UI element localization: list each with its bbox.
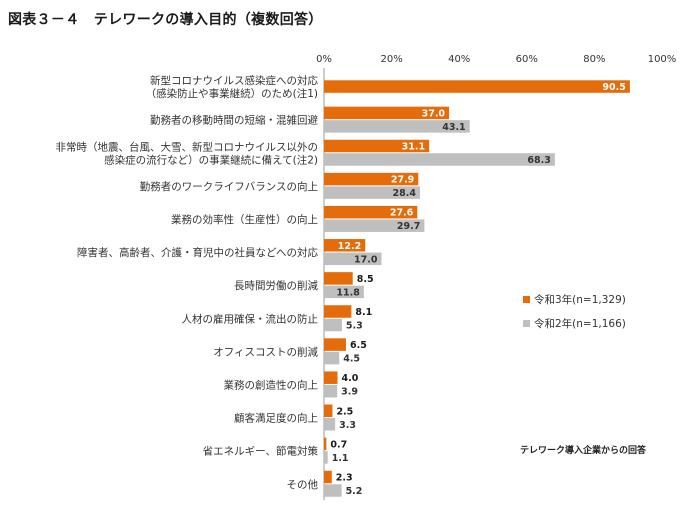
x-tick-label: 60% (516, 54, 538, 65)
value-label-reiwa3: 27.6 (390, 208, 414, 219)
value-label-reiwa3: 4.0 (342, 373, 359, 384)
bar-reiwa3 (324, 205, 418, 219)
bar-reiwa3 (324, 470, 332, 484)
category-label: 長時間労働の削減 (234, 279, 318, 292)
value-label-reiwa2: 5.3 (346, 321, 363, 332)
value-label-reiwa2: 1.1 (332, 453, 349, 464)
bar-reiwa2 (324, 418, 336, 431)
category-label: 新型コロナウイルス感染症への対応 (150, 74, 318, 87)
value-label-reiwa2: 3.9 (341, 387, 358, 398)
value-label-reiwa2: 29.7 (397, 221, 420, 232)
legend-entry: 令和3年(n=1,329) (534, 293, 626, 306)
category-labels: 新型コロナウイルス感染症への対応（感染防止や事業継続）のため(注1) 勤務者の移動… (56, 74, 319, 491)
category-label: （感染防止や事業継続）のため(注1) (146, 87, 318, 100)
value-label-reiwa3: 8.5 (357, 274, 374, 285)
x-tick-label: 0% (316, 54, 332, 65)
category-label: その他 (287, 478, 319, 491)
category-label: 勤務者のワークライフバランスの向上 (140, 180, 318, 193)
bar-reiwa3 (324, 172, 419, 186)
category-label: 顧客満足度の向上 (234, 412, 318, 425)
x-tick-label: 100% (648, 54, 677, 65)
value-label-reiwa2: 3.3 (339, 420, 356, 431)
bar-reiwa2 (324, 484, 342, 497)
bar-reiwa3 (324, 272, 353, 285)
bar-reiwa2 (324, 285, 364, 299)
value-label-reiwa3: 2.5 (336, 406, 353, 417)
category-label: オフィスコストの削減 (213, 345, 318, 358)
value-label-reiwa3: 12.2 (338, 241, 361, 252)
value-label-reiwa2: 28.4 (393, 188, 417, 199)
x-tick-label: 80% (583, 54, 605, 65)
legend-swatch (523, 296, 530, 303)
category-label: 省エネルギー、節電対策 (203, 445, 319, 458)
value-label-reiwa2: 4.5 (343, 354, 360, 365)
chart-note: テレワーク導入企業からの回答 (520, 444, 647, 456)
bar-reiwa3 (324, 305, 352, 318)
bar-reiwa2 (324, 384, 338, 398)
bar-reiwa3 (324, 371, 338, 384)
legend-entry: 令和2年(n=1,166) (534, 317, 626, 330)
legend: 令和3年(n=1,329) 令和2年(n=1,166) (523, 293, 626, 330)
value-label-reiwa3: 37.0 (422, 108, 446, 119)
bar-reiwa3 (324, 437, 327, 451)
bar-reiwa2 (324, 318, 342, 332)
bar-reiwa2 (324, 252, 382, 266)
category-label: 障害者、高齢者、介護・育児中の社員などへの対応 (77, 246, 318, 259)
bar-reiwa2 (324, 120, 470, 133)
bars: 90.5 37.0 43.1 31.1 68.3 27.9 28.4 27.6 29.7 12.2… (324, 80, 630, 497)
category-label: 勤務者の移動時間の短縮・混雑回避 (150, 114, 318, 127)
bar-reiwa2 (324, 351, 340, 365)
bar-reiwa2 (324, 219, 425, 232)
bar-reiwa2 (324, 451, 328, 464)
value-label-reiwa3: 31.1 (402, 142, 425, 153)
bar-reiwa3 (324, 239, 366, 252)
bar-reiwa3 (324, 106, 450, 120)
value-label-reiwa3: 0.7 (330, 439, 347, 450)
bar-reiwa2 (324, 186, 420, 199)
value-label-reiwa2: 11.8 (336, 287, 360, 298)
bar-reiwa2 (324, 153, 555, 166)
value-label-reiwa3: 8.1 (355, 307, 372, 318)
value-label-reiwa3: 2.3 (336, 473, 353, 484)
value-label-reiwa2: 43.1 (442, 122, 465, 133)
bar-reiwa3 (324, 139, 430, 153)
x-tick-label: 40% (448, 54, 470, 65)
category-label: 業務の創造性の向上 (224, 378, 319, 391)
bar-reiwa3 (324, 338, 346, 351)
bar-reiwa3 (324, 80, 630, 93)
value-label-reiwa2: 68.3 (527, 155, 550, 166)
category-label: 感染症の流行など）の事業継続に備えて(注2) (104, 153, 318, 166)
value-label-reiwa2: 5.2 (346, 486, 363, 497)
x-tick-label: 20% (380, 54, 402, 65)
category-label: 非常時（地震、台風、大雪、新型コロナウイルス以外の (56, 140, 319, 153)
category-label: 人材の雇用確保・流出の防止 (182, 312, 319, 325)
category-label: 業務の効率性（生産性）の向上 (171, 213, 318, 226)
bar-reiwa3 (324, 404, 333, 418)
x-axis-ticks: 0% 20% 40% 60% 80% 100% (316, 54, 676, 65)
value-label-reiwa3: 27.9 (391, 175, 414, 186)
value-label-reiwa3: 6.5 (350, 340, 367, 351)
figure-title: 図表３－４ テレワークの導入目的（複数回答） (8, 12, 323, 28)
legend-swatch (523, 320, 530, 327)
value-label-reiwa2: 17.0 (354, 254, 378, 265)
value-label-reiwa3: 90.5 (602, 82, 625, 93)
